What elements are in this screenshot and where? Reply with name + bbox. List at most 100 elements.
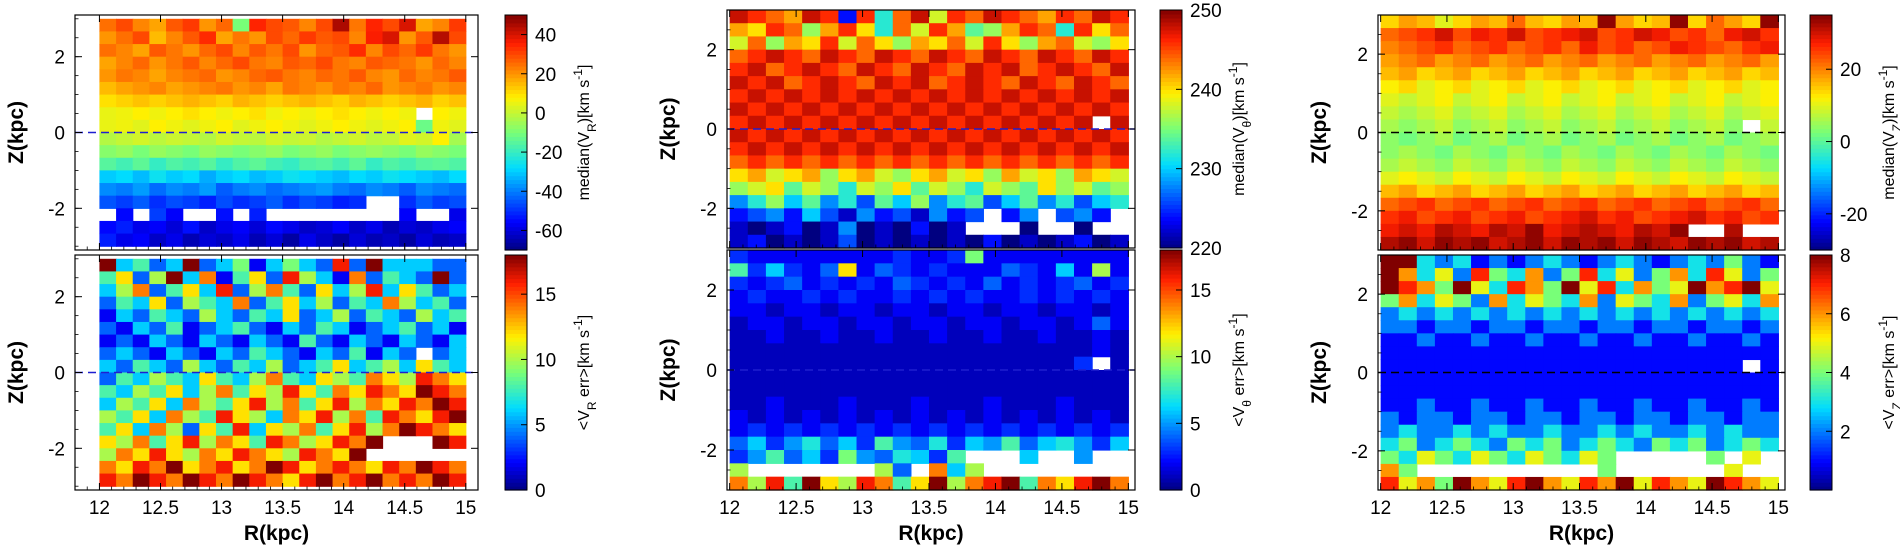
heatmap-cell xyxy=(983,89,1003,104)
colorbar-segment xyxy=(505,384,527,389)
heatmap-cell xyxy=(299,233,317,247)
heatmap-cell xyxy=(910,316,930,331)
heatmap-cell xyxy=(874,343,894,358)
y-axis-label: Z(kpc) xyxy=(1308,341,1331,404)
heatmap-cell xyxy=(1001,330,1021,344)
heatmap-cell xyxy=(1760,80,1779,94)
heatmap-cell xyxy=(116,473,134,487)
heatmap-cell xyxy=(199,347,217,361)
heatmap-cell xyxy=(315,31,334,45)
heatmap-cell xyxy=(1525,132,1544,147)
heatmap-cell xyxy=(965,330,984,344)
heatmap-cell xyxy=(1561,67,1581,81)
heatmap-cell xyxy=(838,89,858,104)
heatmap-cell xyxy=(729,234,749,249)
heatmap-cell xyxy=(784,168,803,183)
colorbar-segment xyxy=(1160,160,1182,166)
heatmap-cell xyxy=(1416,281,1436,295)
heatmap-cell xyxy=(892,115,912,130)
heatmap-cell xyxy=(265,448,284,462)
heatmap-cell xyxy=(99,448,117,462)
heatmap-cell xyxy=(116,359,134,374)
heatmap-cell xyxy=(1706,281,1725,295)
colorbar-segment xyxy=(1810,255,1832,260)
colorbar-segment xyxy=(1160,29,1182,35)
colorbar-segment xyxy=(1810,258,1832,264)
heatmap-cell xyxy=(432,435,450,449)
heatmap-cell xyxy=(1416,132,1436,147)
heatmap-cell xyxy=(1724,223,1743,238)
heatmap-cell xyxy=(765,263,785,278)
heatmap-cell xyxy=(1398,437,1418,452)
panel-bottom-left: 12 12.5 13 13.5 14 14.5 15-202Z(kpc)R(kpc)0510… xyxy=(5,254,599,545)
heatmap-cell xyxy=(947,142,966,157)
colorbar-segment xyxy=(1810,298,1832,303)
heatmap-cell xyxy=(116,309,134,323)
heatmap-cell xyxy=(1706,197,1725,212)
heatmap-cell xyxy=(1073,410,1093,424)
heatmap-cell xyxy=(1633,119,1653,134)
heatmap-cell xyxy=(315,309,334,323)
colorbar-segment xyxy=(1810,396,1832,401)
heatmap-cell xyxy=(1055,330,1075,344)
heatmap-cell xyxy=(838,10,858,24)
heatmap-cell xyxy=(382,31,400,45)
heatmap-cell xyxy=(299,94,317,108)
heatmap-cell xyxy=(910,36,930,51)
heatmap-cell xyxy=(856,181,876,196)
heatmap-cell xyxy=(784,23,803,38)
x-tick-label: 14 xyxy=(985,498,1007,519)
colorbar-segment xyxy=(1160,168,1182,174)
heatmap-cell xyxy=(856,36,876,51)
heatmap-cell xyxy=(820,383,839,398)
heatmap-cell xyxy=(1724,93,1743,107)
colorbar-segment xyxy=(1810,364,1832,370)
heatmap-cell xyxy=(784,89,803,104)
heatmap-cell xyxy=(1380,411,1400,426)
heatmap-cell xyxy=(432,385,450,399)
heatmap-cell xyxy=(965,234,984,249)
heatmap-cell xyxy=(856,423,876,438)
heatmap-cell xyxy=(1724,268,1743,282)
heatmap-cell xyxy=(1669,372,1689,387)
heatmap-cell xyxy=(199,119,217,134)
heatmap-cell xyxy=(182,81,200,96)
colorbar-tick-label: 15 xyxy=(535,285,556,306)
heatmap-cell xyxy=(1651,372,1671,387)
heatmap-cell xyxy=(1669,320,1689,334)
heatmap-cell xyxy=(365,157,384,171)
heatmap-cell xyxy=(874,115,894,130)
heatmap-cell xyxy=(365,271,384,285)
heatmap-cell xyxy=(729,115,749,130)
heatmap-cell xyxy=(1073,36,1093,51)
heatmap-cell xyxy=(349,460,367,475)
heatmap-cell xyxy=(1706,346,1725,361)
heatmap-cell xyxy=(299,284,317,298)
y-axis-label: Z(kpc) xyxy=(657,339,680,402)
heatmap-cell xyxy=(382,44,400,58)
heatmap-cell xyxy=(332,69,350,83)
colorbar-segment xyxy=(505,171,527,177)
heatmap-cell xyxy=(1724,184,1743,199)
colorbar-segment xyxy=(1160,132,1182,138)
heatmap-cell xyxy=(983,343,1003,358)
heatmap-cell xyxy=(892,36,912,51)
heatmap-cell xyxy=(1092,89,1111,104)
heatmap-cell xyxy=(747,276,767,291)
heatmap-cell xyxy=(315,460,334,475)
colorbar-segment xyxy=(1810,341,1832,346)
heatmap-cell xyxy=(1579,411,1599,426)
x-tick-label: 14.5 xyxy=(1043,498,1080,519)
y-tick-label: 2 xyxy=(706,41,717,62)
heatmap-cell xyxy=(856,129,876,143)
heatmap-cell xyxy=(132,233,150,247)
heatmap-cell xyxy=(1543,28,1563,42)
heatmap-cell xyxy=(1110,330,1129,344)
y-tick-label: 0 xyxy=(1357,124,1368,145)
heatmap-cell xyxy=(874,89,894,104)
colorbar-segment xyxy=(1810,482,1832,487)
heatmap-cell xyxy=(232,132,250,146)
heatmap-cell xyxy=(332,258,350,273)
heatmap-cell xyxy=(929,343,948,358)
heatmap-cell xyxy=(365,18,384,33)
